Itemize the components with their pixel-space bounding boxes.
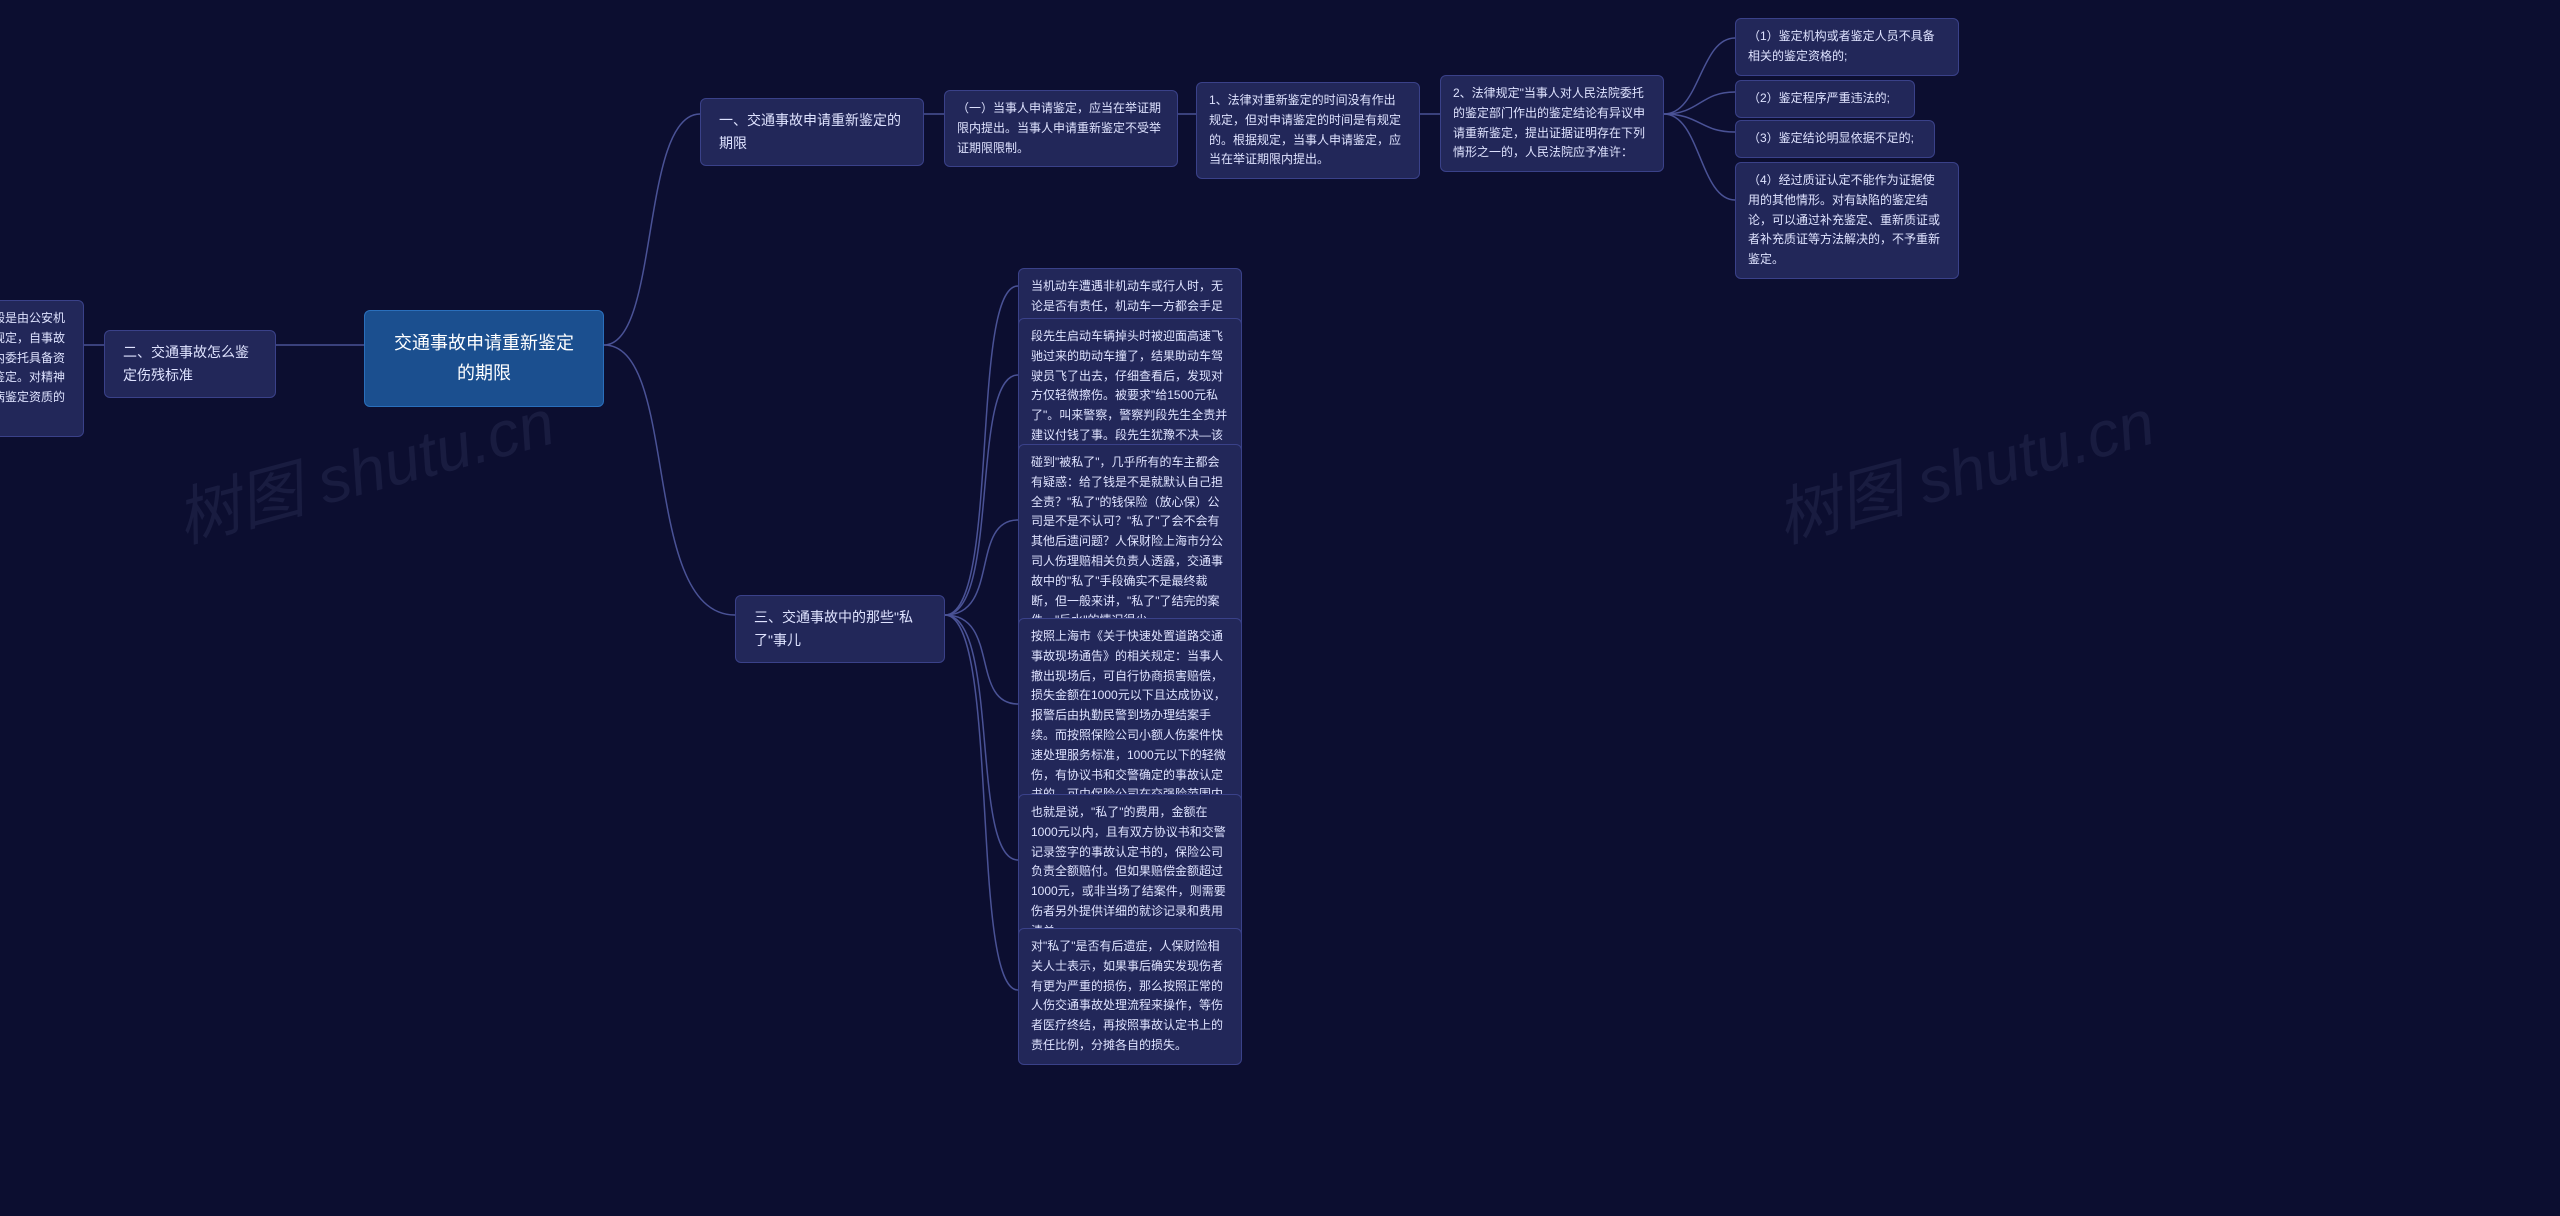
branch1-n3a: （1）鉴定机构或者鉴定人员不具备相关的鉴定资格的; — [1735, 18, 1959, 76]
branch1-title[interactable]: 一、交通事故申请重新鉴定的期限 — [700, 98, 924, 166]
root-node[interactable]: 交通事故申请重新鉴定的期限 — [364, 310, 604, 407]
branch3-title[interactable]: 三、交通事故中的那些"私了"事儿 — [735, 595, 945, 663]
branch1-n3d: （4）经过质证认定不能作为证据使用的其他情形。对有缺陷的鉴定结论，可以通过补充鉴… — [1735, 162, 1959, 279]
branch1-n3: 2、法律规定"当事人对人民法院委托的鉴定部门作出的鉴定结论有异议申请重新鉴定，提… — [1440, 75, 1664, 172]
watermark: 树图 shutu.cn — [1765, 371, 2163, 560]
branch3-p6: 对"私了"是否有后遗症，人保财险相关人士表示，如果事后确实发现伤者有更为严重的损… — [1018, 928, 1242, 1065]
branch1-n3c: （3）鉴定结论明显依据不足的; — [1735, 120, 1935, 158]
branch1-n2: 1、法律对重新鉴定的时间没有作出规定，但对申请鉴定的时间是有规定的。根据规定，当… — [1196, 82, 1420, 179]
branch3-p3: 碰到"被私了"，几乎所有的车主都会有疑惑：给了钱是不是就默认自己担全责？"私了"… — [1018, 444, 1242, 640]
connector-lines — [0, 0, 2560, 1216]
branch2-detail: 交通事故鉴定伤残标准一般是由公安机关交通管理部门按照有关规定，自事故现场调查结束… — [0, 300, 84, 437]
branch1-n3b: （2）鉴定程序严重违法的; — [1735, 80, 1915, 118]
branch1-n1: （一）当事人申请鉴定，应当在举证期限内提出。当事人申请重新鉴定不受举证期限限制。 — [944, 90, 1178, 167]
branch2-title[interactable]: 二、交通事故怎么鉴定伤残标准 — [104, 330, 276, 398]
